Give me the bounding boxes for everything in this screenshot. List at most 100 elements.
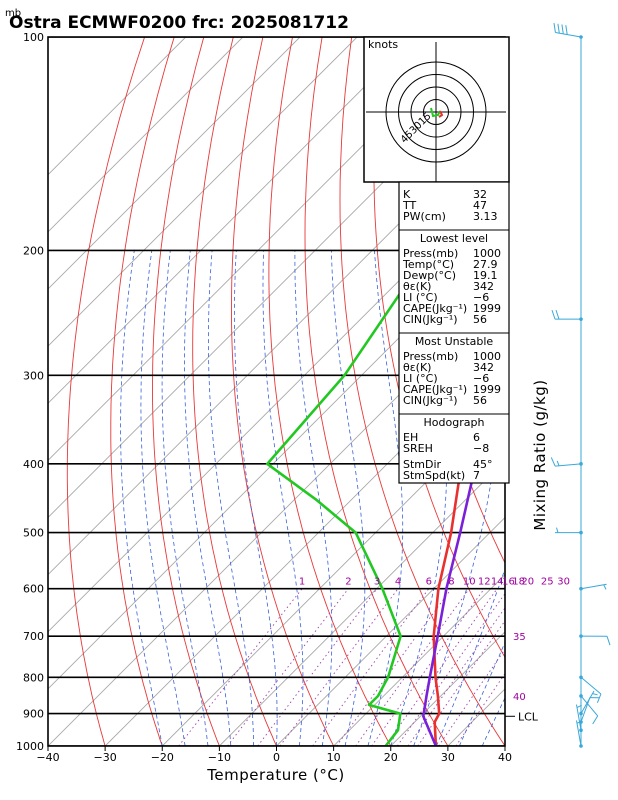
mixing-ratio-tick-label: 30: [557, 577, 570, 588]
wind-barb-shaft: [576, 720, 582, 747]
wind-barb-shaft: [555, 32, 582, 38]
wind-barb-shaft: [555, 463, 582, 467]
mixing-ratio-line: [312, 588, 430, 746]
hodograph-trace-low: [430, 107, 441, 118]
isotherm-line: [48, 37, 244, 233]
index-value: 32: [473, 188, 487, 201]
index-value: −6: [473, 291, 489, 304]
pressure-tick-label: 600: [23, 583, 44, 596]
wind-barb: [551, 309, 583, 321]
pressure-tick-label: 900: [23, 708, 44, 721]
x-tick-label: 20: [384, 751, 398, 764]
pressure-tick-label: 400: [23, 458, 44, 471]
moist-adiabat-line: [161, 250, 209, 746]
wind-barb-feather: [551, 309, 556, 320]
dry-adiabat-line: [66, 37, 146, 746]
hodograph-trace-mid: [438, 110, 444, 118]
mixing-ratio-line: [384, 588, 498, 746]
index-value: 6: [473, 431, 480, 444]
dry-adiabat-line: [373, 37, 505, 659]
index-label: PW(cm): [403, 210, 446, 223]
wind-barb-shaft: [580, 695, 599, 717]
moist-adiabat-line: [208, 250, 255, 746]
wind-barb-shaft: [580, 690, 595, 714]
wind-barb-shaft: [580, 676, 602, 695]
x-axis-title: Temperature (°C): [206, 766, 344, 784]
index-value: 342: [473, 361, 494, 374]
index-value: 1999: [473, 302, 501, 315]
wind-barb: [579, 690, 598, 716]
index-label: EH: [403, 431, 418, 444]
mixing-ratio-axis-title: Mixing Ratio (g/kg): [531, 379, 549, 530]
pressure-tick-label: 300: [23, 369, 44, 382]
index-label: CIN(Jkg⁻¹): [403, 394, 458, 407]
wind-barb: [579, 583, 607, 591]
pressure-tick-label: 800: [23, 671, 44, 684]
mixing-ratio-tick-label: 10: [463, 577, 476, 588]
index-value: 19.1: [473, 269, 498, 282]
dry-adiabat-line: [588, 37, 618, 746]
x-tick-label: −20: [151, 751, 174, 764]
wind-barb-feather: [553, 23, 556, 33]
mixing-ratio-tick-label: 16: [502, 577, 515, 588]
profile-line-dewpoint: [266, 155, 505, 746]
wind-barb-feather: [606, 636, 611, 646]
wind-barb-feather: [561, 24, 564, 34]
index-label: TT: [402, 199, 417, 212]
wind-barb-half-feather: [576, 704, 582, 709]
index-label: LI (°C): [403, 291, 438, 304]
isotherm-line: [48, 37, 358, 347]
pressure-tick-label: 500: [23, 527, 44, 540]
moist-adiabat-line: [262, 250, 304, 746]
mixing-ratio-lines: [178, 588, 505, 746]
x-tick-label: 40: [498, 751, 512, 764]
index-label: LI (°C): [403, 372, 438, 385]
wind-barb-feather: [596, 693, 602, 703]
isotherm-line: [48, 37, 415, 404]
index-value: 1000: [473, 247, 501, 260]
mixing-ratio-tick-label: 20: [521, 577, 534, 588]
x-tick-label: −40: [36, 751, 59, 764]
index-label: Press(mb): [403, 350, 458, 363]
mixing-ratio-tick-label: 2: [345, 577, 351, 588]
index-label: StmDir: [403, 458, 442, 471]
index-label: CAPE(Jkg⁻¹): [403, 383, 467, 396]
pressure-tick-label: 200: [23, 244, 44, 257]
index-value: 56: [473, 394, 487, 407]
wind-barb-half-feather: [556, 527, 559, 533]
index-value: 27.9: [473, 258, 498, 271]
mixing-ratio-tick-label: 3: [374, 577, 380, 588]
mixing-ratio-tick-label: 18: [512, 577, 525, 588]
wind-barb: [579, 694, 599, 725]
mixing-ratio-line: [178, 588, 303, 746]
isotherm-line: [48, 231, 505, 690]
pressure-unit-label: mb: [5, 8, 21, 19]
moist-adiabat-line: [184, 250, 232, 746]
wind-barb: [553, 23, 583, 39]
x-tick-label: 10: [327, 751, 341, 764]
panel-section-header: Lowest level: [420, 232, 488, 245]
isotherm-line: [562, 37, 618, 746]
mixing-ratio-tick-label: 25: [541, 577, 554, 588]
wind-barb: [576, 704, 583, 733]
wind-barb-feather: [550, 457, 556, 467]
mixing-ratio-edge-label: 35: [513, 632, 526, 643]
index-value: 1000: [473, 350, 501, 363]
index-label: SREH: [403, 442, 433, 455]
wind-barb-shaft: [580, 697, 591, 723]
chart-title: Ostra ECMWF0200 frc: 2025081712: [9, 13, 349, 33]
isotherm-line: [161, 402, 505, 746]
index-label: θε(K): [403, 361, 431, 374]
wind-barb: [550, 457, 583, 467]
panel-section-header: Hodograph: [424, 416, 485, 429]
pressure-tick-label: 100: [23, 31, 44, 44]
isotherm-line: [48, 37, 187, 176]
index-label: Dewp(°C): [403, 269, 456, 282]
index-value: 45°: [473, 458, 493, 471]
isotherm-line: [48, 37, 301, 290]
index-value: 1999: [473, 383, 501, 396]
mixing-ratio-edge-label: 40: [513, 692, 526, 703]
